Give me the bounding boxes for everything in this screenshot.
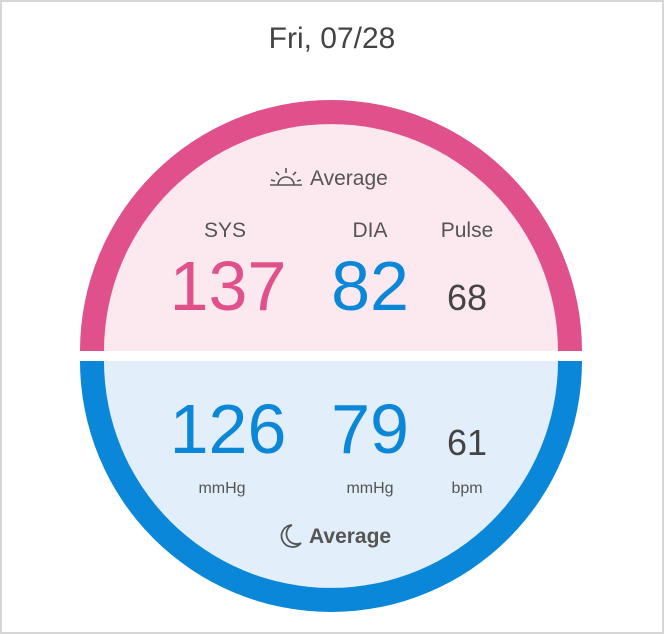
evening-panel: [104, 361, 558, 588]
morning-pulse: 68: [447, 277, 487, 318]
morning-label: Average: [310, 167, 388, 190]
morning-sys: 137: [170, 247, 287, 325]
pulse-unit: bpm: [451, 480, 482, 497]
dia-header: DIA: [352, 219, 387, 242]
morning-panel: [104, 124, 558, 351]
evening-pulse: 61: [447, 422, 487, 463]
morning-dia: 82: [331, 247, 409, 325]
evening-sys: 126: [170, 390, 287, 468]
evening-dia: 79: [331, 390, 409, 468]
sys-unit: mmHg: [198, 480, 245, 497]
date-title: Fri, 07/28: [269, 22, 396, 55]
dia-unit: mmHg: [346, 480, 393, 497]
sys-header: SYS: [204, 219, 246, 242]
sun-icon: [270, 168, 302, 186]
pulse-header: Pulse: [441, 219, 494, 242]
moon-icon: [280, 524, 302, 548]
evening-label: Average: [309, 525, 391, 548]
